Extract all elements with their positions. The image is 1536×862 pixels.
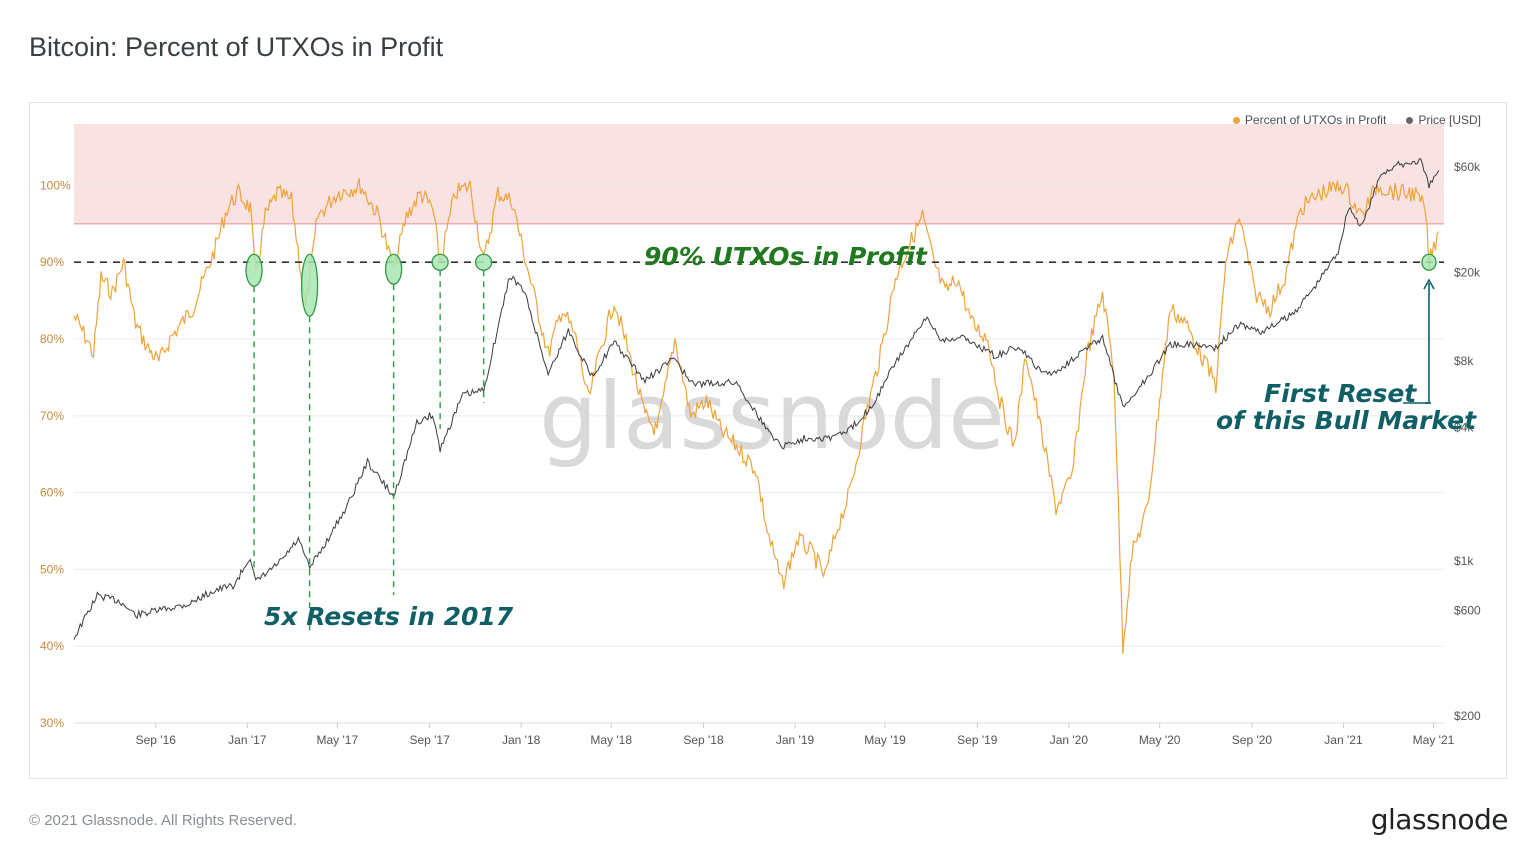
legend-dot-utxo <box>1232 116 1240 124</box>
legend-label-price: Price [USD] <box>1418 113 1481 127</box>
y-left-tick-label: 100% <box>40 178 71 192</box>
chart-legend: Percent of UTXOs in Profit Price [USD] <box>1232 113 1481 127</box>
x-tick-label: Sep '19 <box>957 733 998 747</box>
legend-item-utxo[interactable]: Percent of UTXOs in Profit <box>1232 113 1387 127</box>
y-right-tick-label: $4k <box>1454 421 1474 435</box>
y-right-tick-label: $200 <box>1454 709 1481 723</box>
x-tick-label: Jan '20 <box>1050 733 1089 747</box>
annotation-threshold: 90% UTXOs in Profit <box>644 242 927 271</box>
x-tick-label: May '20 <box>1139 733 1181 747</box>
x-tick-label: Jan '17 <box>228 733 267 747</box>
watermark-text: glassnode <box>539 363 1005 470</box>
legend-dot-price <box>1406 116 1414 124</box>
y-right-tick-label: $20k <box>1454 266 1481 280</box>
y-right-tick-label: $8k <box>1454 354 1474 368</box>
utxo-profit-chart: 30% 40% 50% 60% 70% 80% 90% 100% $200 $600 $1k $4k $… <box>40 124 1481 747</box>
x-tick-label: Sep '18 <box>683 733 724 747</box>
x-tick-label: Sep '16 <box>136 733 177 747</box>
x-tick-label: Jan '18 <box>502 733 541 747</box>
annotation-resets-2017: 5x Resets in 2017 <box>264 602 514 631</box>
y-left-tick-label: 80% <box>40 332 64 346</box>
series-price-line <box>73 157 1440 640</box>
x-tick-label: Sep '20 <box>1232 733 1273 747</box>
reset-marker <box>1421 253 1437 271</box>
y-right-tick-label: $600 <box>1454 603 1481 617</box>
x-tick-label: May '17 <box>317 733 359 747</box>
reset-marker <box>384 253 403 285</box>
legend-label-utxo: Percent of UTXOs in Profit <box>1244 113 1387 127</box>
x-tick-label: May '19 <box>864 733 906 747</box>
legend-item-price[interactable]: Price [USD] <box>1406 113 1481 127</box>
y-left-tick-label: 40% <box>40 639 64 653</box>
x-tick-label: May '21 <box>1413 733 1455 747</box>
reset-marker <box>474 253 493 271</box>
x-tick-label: Sep '17 <box>409 733 450 747</box>
y-left-tick-label: 50% <box>40 562 64 576</box>
first-reset-arrowhead <box>1423 278 1435 290</box>
x-tick-label: Jan '21 <box>1324 733 1363 747</box>
series-utxo-line <box>73 178 1440 654</box>
annotation-first-reset-line1: First Reset <box>1264 379 1417 408</box>
footer-logo[interactable]: glassnode <box>1370 803 1509 836</box>
annotation-first-reset-line2: of this Bull Market <box>1216 406 1477 435</box>
first-reset-leader <box>1402 283 1430 404</box>
profit-band <box>74 124 1444 224</box>
x-tick-label: Jan '19 <box>776 733 815 747</box>
reset-marker <box>300 253 319 317</box>
y-left-tick-label: 70% <box>40 409 64 423</box>
footer-copyright: © 2021 Glassnode. All Rights Reserved. <box>29 812 297 829</box>
chart-frame: 30% 40% 50% 60% 70% 80% 90% 100% $200 $600 $1k $4k $… <box>29 102 1507 779</box>
x-tick-label: May '18 <box>590 733 632 747</box>
y-left-tick-label: 60% <box>40 486 64 500</box>
page-title: Bitcoin: Percent of UTXOs in Profit <box>29 32 444 62</box>
y-right-tick-label: $1k <box>1454 554 1474 568</box>
y-right-tick-label: $60k <box>1454 160 1481 174</box>
y-left-tick-label: 30% <box>40 716 64 730</box>
reset-marker <box>245 253 263 287</box>
reset-marker <box>431 253 449 271</box>
y-left-tick-label: 90% <box>40 255 64 269</box>
